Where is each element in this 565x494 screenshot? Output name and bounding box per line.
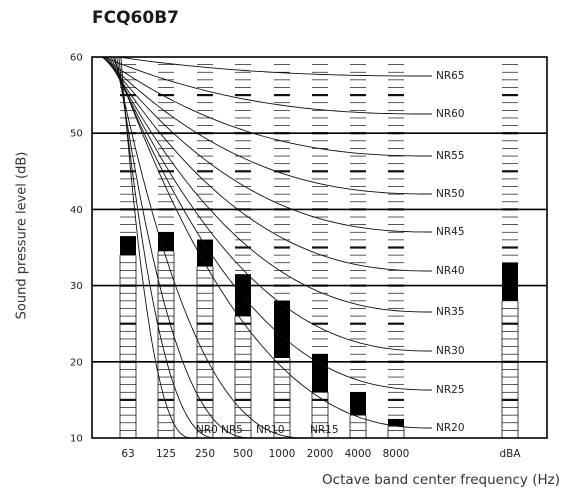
grid-layer [92,132,547,363]
nr-label-NR0: NR0 [196,424,218,436]
range-bar-1000 [274,300,290,358]
nr-label-NR60: NR60 [436,108,465,120]
y-tick-label: 30 [70,281,83,292]
x-tick-label: 63 [121,448,134,460]
nr-label-NR25: NR25 [436,384,465,396]
nr-curve-NR40 [105,57,432,272]
nr-label-NR5: NR5 [221,424,243,436]
nr-label-NR55: NR55 [436,150,465,162]
x-axis-label: Octave band center frequency (Hz) [322,472,560,488]
x-tick-label: dBA [499,448,521,460]
nr-curve-NR45 [103,57,432,233]
x-tick-label: 4000 [345,448,372,460]
bars-layer [119,64,519,438]
nr-curve-NR0 [120,57,192,438]
nr-label-NR15: NR15 [310,424,339,436]
range-bar-4000 [350,392,366,416]
nr-curve-NR35 [106,57,432,313]
nr-label-NR45: NR45 [436,226,465,238]
x-tick-label: 2000 [307,448,334,460]
nr-curve-NR15 [114,57,306,438]
range-bar-125 [158,232,174,252]
range-bar-500 [235,274,251,317]
y-tick-label: 40 [70,205,83,216]
nr-curve-NR20 [112,57,432,429]
nr-label-NR50: NR50 [436,188,465,200]
range-bar-2000 [312,354,328,393]
nr-curve-NR60 [102,57,432,115]
nr-label-NR10: NR10 [256,424,285,436]
range-bar-63 [120,236,136,256]
range-bar-dBA [502,262,518,301]
nr-curve-NR25 [110,57,432,391]
range-bar-8000 [388,418,404,427]
x-tick-label: 8000 [383,448,410,460]
y-tick-label: 20 [70,357,83,368]
nr-curve-NR30 [108,57,432,352]
range-bar-250 [197,239,213,267]
y-tick-label: 50 [70,129,83,140]
nr-curve-NR65 [115,57,432,77]
chart-title: FCQ60B7 [92,8,179,28]
nr-curve-NR10 [116,57,252,438]
x-tick-label: 125 [156,448,176,460]
nr-label-NR40: NR40 [436,265,465,277]
nr-label-NR65: NR65 [436,70,465,82]
labels-layer: NR65 NR60 NR55 NR50 NR45 NR40 NR35 NR30 NR25 NR20… [70,53,521,461]
nr-curve-NR55 [101,57,432,157]
plot-frame [91,56,548,439]
nr-label-NR30: NR30 [436,345,465,357]
nr-curve-NR5 [118,57,217,438]
x-tick-label: 1000 [269,448,296,460]
x-tick-label: 250 [195,448,215,460]
plot-border [91,56,548,439]
nr-label-NR35: NR35 [436,306,465,318]
y-tick-label: 60 [70,53,83,64]
x-tick-label: 500 [233,448,253,460]
nr-label-NR20: NR20 [436,422,465,434]
nr-curves-layer [101,57,432,438]
nr-curve-NR50 [101,57,432,195]
y-tick-label: 10 [70,434,83,445]
